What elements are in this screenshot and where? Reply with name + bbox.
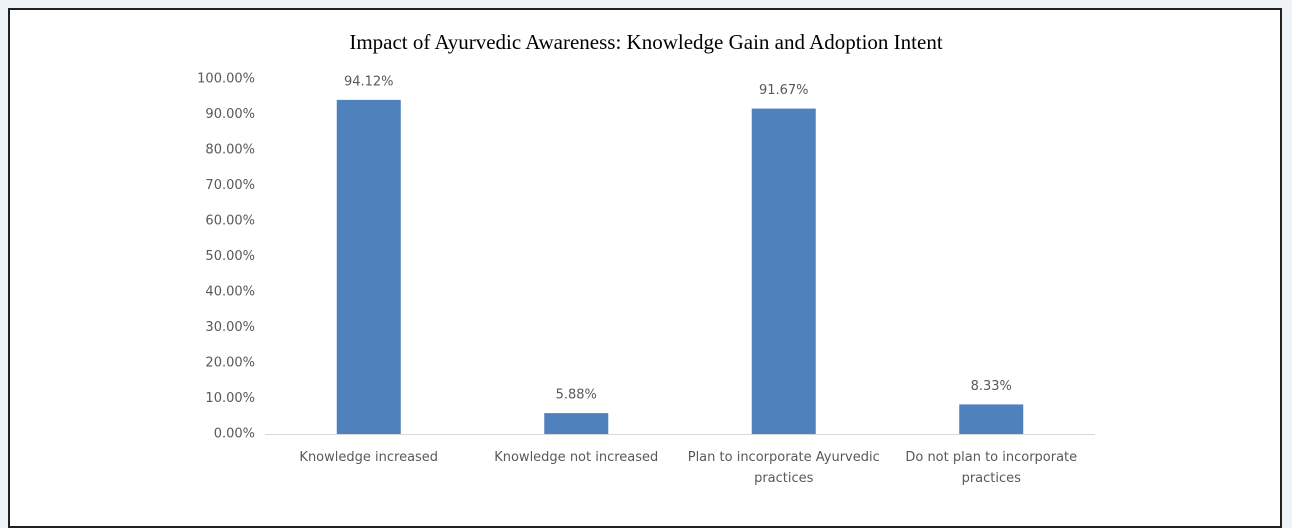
y-tick-label: 10.00% bbox=[205, 391, 255, 406]
y-tick-label: 60.00% bbox=[205, 214, 255, 229]
data-label: 94.12% bbox=[344, 74, 394, 89]
chart-title: Impact of Ayurvedic Awareness: Knowledge… bbox=[349, 30, 942, 54]
y-tick-label: 90.00% bbox=[205, 107, 255, 122]
bar bbox=[959, 404, 1024, 434]
page: Impact of Ayurvedic Awareness: Knowledge… bbox=[8, 8, 1282, 528]
data-label: 91.67% bbox=[759, 83, 809, 98]
x-tick-label: Knowledge increased bbox=[299, 450, 439, 465]
bar bbox=[544, 413, 609, 434]
x-tick-label: Knowledge not increased bbox=[494, 450, 659, 465]
y-tick-label: 70.00% bbox=[205, 178, 255, 193]
y-tick-label: 100.00% bbox=[197, 72, 255, 87]
y-tick-label: 30.00% bbox=[205, 320, 255, 335]
y-tick-label: 20.00% bbox=[205, 356, 255, 371]
y-tick-label: 0.00% bbox=[214, 427, 255, 442]
chart-frame bbox=[8, 8, 1282, 528]
y-tick-label: 40.00% bbox=[205, 285, 255, 300]
y-tick-label: 80.00% bbox=[205, 143, 255, 158]
chart-svg: Impact of Ayurvedic Awareness: Knowledge… bbox=[197, 30, 1095, 442]
bar bbox=[336, 99, 401, 435]
data-label: 8.33% bbox=[971, 379, 1012, 394]
x-tick-label: Do not plan to incorporate practices bbox=[905, 450, 1078, 486]
x-tick-label: Plan to incorporate Ayurvedic practices bbox=[687, 450, 880, 486]
chart: Impact of Ayurvedic Awareness: Knowledge… bbox=[197, 30, 1095, 486]
y-tick-label: 50.00% bbox=[205, 249, 255, 264]
data-label: 5.88% bbox=[556, 388, 597, 403]
bar bbox=[751, 108, 816, 434]
